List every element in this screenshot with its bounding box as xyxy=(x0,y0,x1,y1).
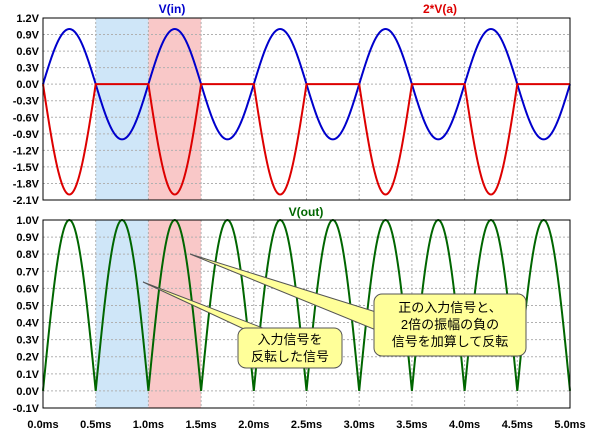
y-tick-label-2: 0.1V xyxy=(16,369,39,381)
series-line-v-out- xyxy=(42,218,571,392)
y-tick-label-1: -0.9V xyxy=(13,129,40,141)
series-title-2va: 2*V(a) xyxy=(423,2,457,16)
x-tick-label: 4.0ms xyxy=(449,419,480,431)
callout-text-2: 信号を加算して反転 xyxy=(392,334,509,349)
callout-box-1 xyxy=(237,327,343,369)
y-tick-label-2: 0.3V xyxy=(16,335,39,347)
x-tick-label: 3.0ms xyxy=(344,419,375,431)
x-tick-label: 1.0ms xyxy=(133,419,164,431)
plot-frame-2 xyxy=(42,219,571,409)
y-tick-label-1: 0.9V xyxy=(16,30,39,42)
callout-text-2: 正の入力信号と、 xyxy=(398,300,501,315)
y-tick-label-2: 1.0V xyxy=(16,215,39,227)
callout-text-2: 2倍の振幅の負の xyxy=(401,317,499,332)
y-tick-label-1: 0.3V xyxy=(16,63,39,75)
y-tick-label-1: -1.2V xyxy=(13,145,40,157)
y-tick-label-1: 0.0V xyxy=(16,79,39,91)
x-tick-label: 5.0ms xyxy=(554,419,585,431)
y-tick-label-1: -1.8V xyxy=(13,178,40,190)
y-tick-label-2: 0.7V xyxy=(16,266,39,278)
highlight-band-2-panel-1 xyxy=(148,18,202,200)
series-line-2-v-a- xyxy=(42,83,570,196)
x-tick-label: 4.5ms xyxy=(502,419,533,431)
x-tick-label: 2.0ms xyxy=(238,419,269,431)
y-tick-label-2: 0.0V xyxy=(16,386,39,398)
y-tick-label-2: -0.1V xyxy=(13,403,40,415)
y-tick-label-1: 0.6V xyxy=(16,46,39,58)
y-tick-label-1: -0.6V xyxy=(13,112,40,124)
y-tick-label-1: -0.3V xyxy=(13,96,40,108)
y-tick-label-1: -2.1V xyxy=(13,195,40,207)
y-tick-label-1: -1.5V xyxy=(13,162,40,174)
series-title-vout: V(out) xyxy=(289,205,324,219)
x-tick-label: 1.5ms xyxy=(185,419,216,431)
callout-text-1: 入力信号を xyxy=(257,332,322,347)
callout-text-1: 反転した信号 xyxy=(251,349,329,364)
y-tick-label-2: 0.2V xyxy=(16,352,39,364)
y-tick-label-2: 0.4V xyxy=(16,318,39,330)
y-tick-label-1: 1.2V xyxy=(16,13,39,25)
y-tick-label-2: 0.5V xyxy=(16,300,39,312)
x-tick-label: 0.0ms xyxy=(27,419,58,431)
y-tick-label-2: 0.9V xyxy=(16,232,39,244)
series-title-vin: V(in) xyxy=(159,2,186,16)
x-tick-label: 3.5ms xyxy=(396,419,427,431)
y-tick-label-2: 0.8V xyxy=(16,249,39,261)
callout-box-2 xyxy=(373,293,527,357)
x-tick-label: 2.5ms xyxy=(291,419,322,431)
y-tick-label-2: 0.6V xyxy=(16,283,39,295)
x-tick-label: 0.5ms xyxy=(80,419,111,431)
plot-frame-1 xyxy=(42,17,571,201)
